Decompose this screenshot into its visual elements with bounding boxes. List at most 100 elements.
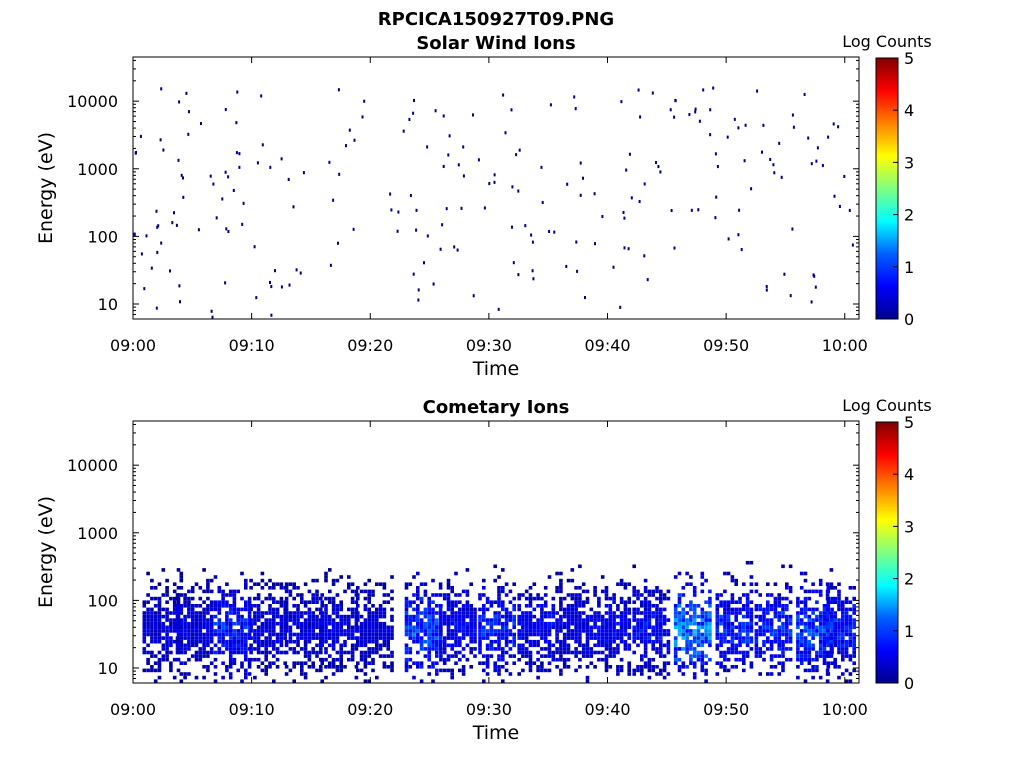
spectrogram-cell — [501, 629, 505, 633]
spectrogram-cell — [142, 636, 147, 640]
spectrogram-cell — [745, 639, 750, 644]
spectrogram-cell — [673, 575, 678, 579]
spectrogram-cell — [528, 625, 533, 630]
spectrogram-cell — [762, 123, 765, 127]
spectrogram-cell — [350, 636, 355, 640]
spectrogram-cell — [730, 593, 735, 597]
spectrogram-cell — [662, 614, 667, 619]
spectrogram-cell — [593, 650, 597, 655]
spectrogram-cell — [627, 596, 631, 601]
spectrogram-cell — [579, 193, 582, 197]
spectrogram-cell — [335, 632, 340, 637]
spectrogram-cell — [146, 614, 150, 619]
spectrogram-cell — [165, 657, 169, 662]
spectrogram-cell — [734, 618, 738, 622]
spectrogram-cell — [677, 665, 682, 669]
spectrogram-cell — [604, 668, 609, 673]
spectrogram-cell — [183, 621, 187, 626]
spectrogram-cell — [796, 650, 800, 655]
spectrogram-cell — [562, 647, 567, 651]
spectrogram-cell — [165, 593, 169, 597]
spectrogram-cell — [478, 639, 482, 644]
spectrogram-cell — [256, 611, 261, 615]
spectrogram-cell — [225, 632, 229, 637]
spectrogram-cell — [161, 647, 166, 651]
spectrogram-cell — [493, 632, 497, 637]
spectrogram-cell — [311, 636, 315, 640]
spectrogram-cell — [818, 629, 823, 633]
spectrogram-cell — [339, 632, 343, 637]
spectrogram-cell — [647, 607, 652, 612]
spectrogram-cell — [785, 618, 789, 622]
spectrogram-cell — [272, 600, 276, 604]
spectrogram-cell — [140, 252, 143, 256]
spectrogram-cell — [206, 668, 210, 673]
spectrogram-cell — [354, 665, 359, 669]
spectrogram-cell — [187, 643, 191, 648]
spectrogram-cell — [268, 665, 272, 669]
spectrogram-cell — [202, 632, 206, 637]
spectrogram-cell — [244, 607, 248, 612]
spectrogram-cell — [517, 596, 521, 601]
spectrogram-cell — [637, 88, 640, 92]
spectrogram-cell — [363, 679, 368, 683]
spectrogram-cell — [375, 647, 379, 651]
spectrogram-cell — [300, 614, 304, 619]
spectrogram-cell — [636, 636, 640, 640]
spectrogram-cell — [335, 668, 340, 673]
spectrogram-cell — [454, 625, 458, 630]
spectrogram-cell — [288, 647, 293, 651]
spectrogram-cell — [272, 582, 276, 586]
spectrogram-cell — [708, 618, 712, 622]
spectrogram-cell — [446, 600, 451, 604]
spectrogram-cell — [608, 650, 613, 655]
spectrogram-cell — [347, 632, 351, 637]
spectrogram-cell — [769, 639, 774, 644]
spectrogram-cell — [815, 632, 819, 637]
spectrogram-cell — [320, 618, 324, 622]
spectrogram-cell — [685, 621, 689, 626]
spectrogram-cell — [555, 639, 559, 644]
spectrogram-cell — [175, 604, 180, 608]
spectrogram-cell — [253, 621, 257, 626]
spectrogram-cell — [517, 604, 521, 608]
spectrogram-cell — [454, 629, 458, 633]
spectrogram-cell — [150, 654, 154, 658]
spectrogram-cell — [244, 582, 248, 586]
spectrogram-cell — [244, 657, 248, 662]
spectrogram-cell — [833, 596, 837, 601]
spectrogram-cell — [803, 571, 808, 576]
spectrogram-cell — [359, 621, 364, 626]
spectrogram-cell — [659, 632, 663, 637]
spectrogram-cell — [521, 611, 525, 615]
spectrogram-cell — [386, 639, 390, 644]
spectrogram-cell — [562, 596, 567, 601]
spectrogram-cell — [532, 614, 537, 619]
spectrogram-cell — [844, 618, 849, 622]
spectrogram-cell — [578, 665, 582, 669]
spectrogram-cell — [647, 621, 652, 626]
spectrogram-cell — [371, 661, 375, 665]
spectrogram-cell — [497, 672, 501, 676]
spectrogram-cell — [530, 233, 533, 237]
spectrogram-cell — [311, 661, 315, 665]
spectrogram-cell — [382, 665, 387, 669]
spectrogram-cell — [616, 604, 620, 608]
spectrogram-cell — [837, 650, 841, 655]
spectrogram-cell — [604, 632, 609, 637]
spectrogram-cell — [715, 614, 720, 619]
spectrogram-cell — [651, 643, 655, 648]
spectrogram-cell — [570, 568, 575, 572]
spectrogram-cell — [157, 604, 162, 608]
spectrogram-cell — [328, 661, 332, 665]
spectrogram-cell — [187, 625, 191, 630]
spectrogram-cell — [390, 636, 394, 640]
spectrogram-cell — [179, 647, 184, 651]
spectrogram-cell — [253, 639, 257, 644]
spectrogram-cell — [696, 657, 701, 662]
spectrogram-cell — [689, 654, 693, 658]
spectrogram-cell — [311, 621, 315, 626]
spectrogram-cell — [256, 647, 261, 651]
spectrogram-cell — [328, 568, 332, 572]
spectrogram-cell — [829, 618, 834, 622]
